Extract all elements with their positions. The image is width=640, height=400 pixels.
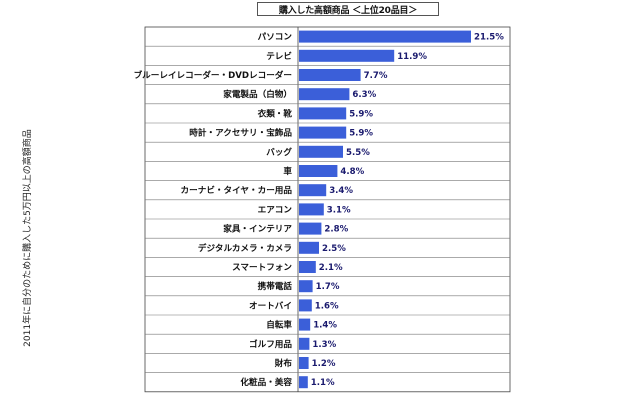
bar <box>299 280 313 293</box>
bar <box>299 261 316 273</box>
category-label: 家具・インテリア <box>223 223 292 235</box>
value-label: 3.1% <box>327 205 351 215</box>
category-label: 財布 <box>274 357 293 369</box>
bar <box>299 145 343 158</box>
bar <box>299 357 309 369</box>
category-label: テレビ <box>266 50 292 62</box>
bar <box>299 184 327 197</box>
bar <box>299 241 319 254</box>
value-label: 5.5% <box>346 148 370 158</box>
value-label: 3.4% <box>329 186 353 196</box>
bar <box>299 30 471 43</box>
value-label: 1.6% <box>315 301 339 311</box>
chart-title: 購入した高額商品 ＜上位20品目＞ <box>257 2 439 16</box>
category-label: 車 <box>283 165 292 177</box>
bar <box>299 165 338 177</box>
category-label: ゴルフ用品 <box>249 338 292 350</box>
value-label: 2.8% <box>324 225 348 235</box>
bar <box>299 49 395 62</box>
bar <box>299 376 308 389</box>
bar <box>299 203 324 216</box>
category-label: 自転車 <box>266 319 292 331</box>
value-label: 2.1% <box>319 263 343 273</box>
value-label: 1.7% <box>316 282 340 292</box>
bar <box>299 299 312 312</box>
value-label: 11.9% <box>397 52 427 62</box>
value-label: 1.4% <box>313 321 337 331</box>
category-label: 化粧品・美容 <box>240 376 292 388</box>
category-label: パソコン <box>258 31 293 43</box>
category-label: ブルーレイレコーダー・DVDレコーダー <box>134 69 292 81</box>
table-frame <box>144 26 511 393</box>
category-label: オートバイ <box>249 300 292 311</box>
bar <box>299 222 322 235</box>
value-label: 1.3% <box>312 340 336 350</box>
category-label: 衣類・靴 <box>258 107 293 119</box>
bar <box>299 126 347 139</box>
bar <box>299 88 350 101</box>
value-label: 1.1% <box>311 378 335 388</box>
bar <box>299 69 361 81</box>
value-label: 21.5% <box>474 33 504 43</box>
value-label: 5.9% <box>349 109 373 119</box>
bar <box>299 318 311 331</box>
value-label: 7.7% <box>364 71 388 81</box>
category-label: バッグ <box>266 146 292 158</box>
value-label: 1.2% <box>312 359 336 369</box>
value-label: 4.8% <box>340 167 364 177</box>
value-label: 2.5% <box>322 244 346 254</box>
bar <box>299 107 347 120</box>
category-label: カーナビ・タイヤ・カー用品 <box>181 184 293 196</box>
bar <box>299 337 310 350</box>
category-label: スマートフォン <box>232 262 292 273</box>
category-label: 時計・アクセサリ・宝飾品 <box>189 127 292 139</box>
category-label: エアコン <box>258 205 293 215</box>
value-label: 6.3% <box>352 90 376 100</box>
category-label: 家電製品（白物） <box>223 88 292 100</box>
category-label: デジタルカメラ・カメラ <box>198 242 292 254</box>
category-label: 携帯電話 <box>258 280 293 292</box>
value-label: 5.9% <box>349 129 373 139</box>
